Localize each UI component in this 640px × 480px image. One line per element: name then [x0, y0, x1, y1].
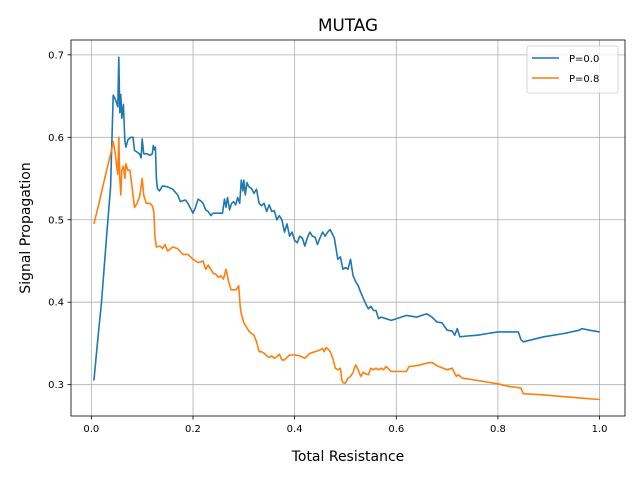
x-tick-label: 0.6 [388, 424, 404, 435]
grid [71, 40, 625, 416]
legend: P=0.0 P=0.8 [526, 45, 619, 94]
y-axis-ticks: 0.3 0.4 0.5 0.6 0.7 [48, 50, 71, 391]
x-tick-label: 0.2 [185, 424, 201, 435]
series-line-0 [93, 56, 600, 381]
x-tick-label: 0.8 [490, 424, 506, 435]
x-tick-label: 1.0 [592, 424, 608, 435]
legend-label-p08: P=0.8 [569, 74, 599, 85]
series-lines [93, 56, 600, 401]
y-tick-label: 0.3 [48, 380, 64, 391]
chart-title: MUTAG [318, 15, 378, 35]
y-tick-label: 0.7 [48, 50, 64, 61]
x-axis-ticks: 0.0 0.2 0.4 0.6 0.8 1.0 [83, 416, 608, 435]
series-line-1 [93, 136, 600, 401]
x-tick-label: 0.0 [83, 424, 99, 435]
y-tick-label: 0.4 [48, 298, 64, 309]
plot-frame [70, 39, 626, 417]
y-tick-label: 0.5 [48, 215, 64, 226]
y-axis-label: Signal Propagation [18, 162, 34, 293]
x-axis-label: Total Resistance [291, 449, 405, 465]
x-tick-label: 0.4 [287, 424, 303, 435]
legend-label-p00: P=0.0 [569, 54, 599, 65]
y-tick-label: 0.6 [48, 133, 64, 144]
